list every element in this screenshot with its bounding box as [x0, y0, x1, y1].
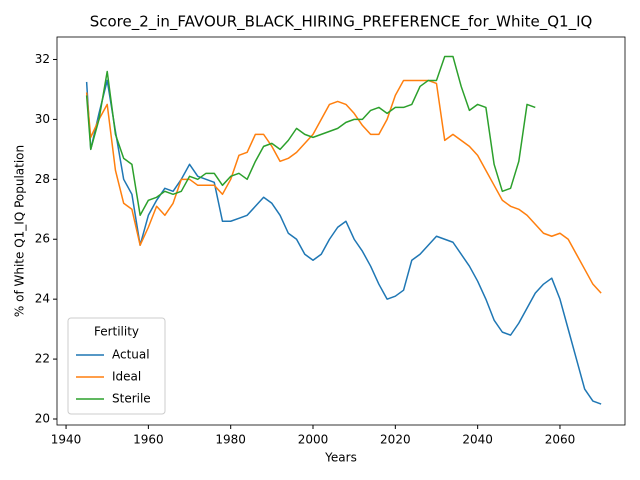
x-tick-label: 2000: [298, 433, 329, 447]
y-tick-label: 24: [35, 292, 50, 306]
legend-label: Sterile: [112, 392, 151, 406]
x-tick-label: 1980: [215, 433, 246, 447]
series-line: [85, 79, 602, 294]
x-tick-label: 2040: [462, 433, 493, 447]
y-tick-label: 26: [35, 232, 50, 246]
x-tick-label: 1960: [133, 433, 164, 447]
y-axis-label: % of White Q1_IQ Population: [13, 145, 27, 317]
legend-title: Fertility: [94, 325, 139, 339]
plot-frame: [56, 36, 626, 426]
y-tick-label: 20: [35, 412, 50, 426]
legend-box: [67, 317, 166, 415]
y-tick-label: 22: [35, 352, 50, 366]
x-tick-label: 2020: [380, 433, 411, 447]
x-tick-label: 2060: [545, 433, 576, 447]
y-tick-label: 30: [35, 112, 50, 126]
x-tick-label: 1940: [51, 433, 82, 447]
legend-label: Ideal: [112, 370, 141, 384]
x-axis-label: Years: [324, 451, 357, 465]
legend-label: Actual: [112, 348, 150, 362]
series-line: [85, 79, 602, 405]
chart-title: Score_2_in_FAVOUR_BLACK_HIRING_PREFERENC…: [90, 13, 593, 32]
y-tick-label: 32: [35, 52, 50, 66]
y-tick-label: 28: [35, 172, 50, 186]
series-line: [85, 55, 536, 217]
